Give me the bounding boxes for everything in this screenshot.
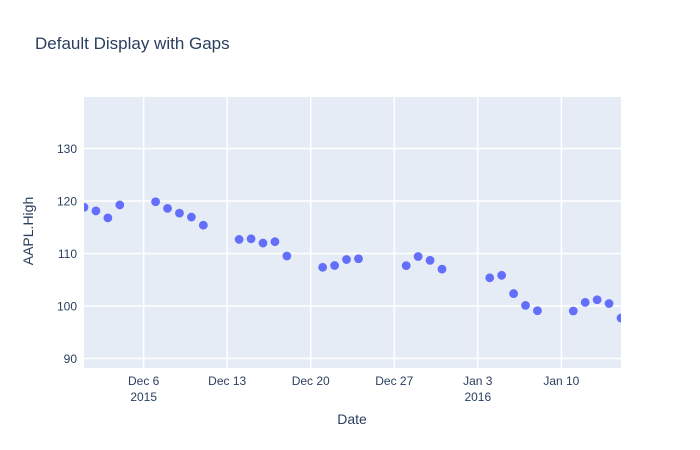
data-point[interactable]	[604, 299, 614, 308]
data-point[interactable]	[115, 200, 125, 210]
scatter-series	[80, 197, 626, 323]
data-point[interactable]	[246, 234, 256, 244]
data-point[interactable]	[580, 298, 590, 307]
data-point[interactable]	[234, 235, 244, 244]
y-tick-label: 100	[57, 300, 77, 314]
data-point[interactable]	[91, 206, 101, 216]
data-point[interactable]	[342, 255, 351, 264]
y-tick-label: 120	[57, 194, 77, 208]
data-point[interactable]	[437, 264, 447, 274]
data-point[interactable]	[425, 255, 435, 265]
data-point[interactable]	[401, 261, 411, 271]
data-point[interactable]	[103, 213, 113, 223]
data-point[interactable]	[533, 306, 542, 316]
data-point[interactable]	[485, 273, 495, 283]
y-axis-title: AAPL.High	[20, 196, 36, 266]
x-tick-label: Jan 10	[543, 374, 579, 388]
data-point[interactable]	[592, 295, 602, 305]
plot-background[interactable]	[84, 97, 621, 368]
x-tick-label: Dec 20	[292, 374, 330, 388]
data-point[interactable]	[413, 252, 423, 261]
data-point[interactable]	[354, 254, 363, 264]
data-point[interactable]	[175, 208, 184, 218]
x-tick-sublabel: 2016	[464, 390, 491, 404]
data-point[interactable]	[163, 203, 172, 213]
data-point[interactable]	[258, 238, 268, 248]
data-point[interactable]	[509, 289, 518, 298]
x-tick-label: Dec 27	[375, 374, 413, 388]
data-point[interactable]	[187, 212, 196, 222]
y-tick-label: 90	[64, 352, 78, 366]
data-point[interactable]	[521, 300, 530, 310]
x-tick-sublabel: 2015	[130, 390, 157, 404]
x-tick-label: Jan 3	[463, 374, 493, 388]
data-point[interactable]	[318, 262, 328, 272]
x-tick-label: Dec 6	[128, 374, 160, 388]
data-point[interactable]	[568, 306, 578, 316]
data-point[interactable]	[198, 220, 208, 230]
data-point[interactable]	[497, 270, 507, 280]
y-tick-label: 130	[57, 142, 77, 156]
data-point[interactable]	[151, 197, 161, 207]
x-axis-title: Date	[337, 411, 367, 427]
data-point[interactable]	[282, 251, 292, 261]
data-point[interactable]	[80, 202, 89, 212]
chart-title: Default Display with Gaps	[35, 34, 230, 53]
data-point[interactable]	[270, 237, 280, 247]
y-tick-label: 110	[58, 247, 77, 261]
data-point[interactable]	[330, 261, 339, 270]
x-tick-label: Dec 13	[208, 374, 246, 388]
data-point[interactable]	[616, 313, 626, 323]
